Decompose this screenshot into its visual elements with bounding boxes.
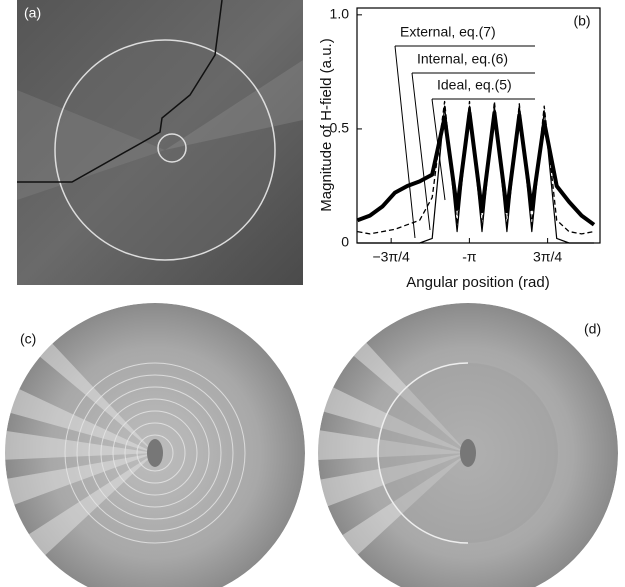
- legend-leader: [394, 45, 535, 239]
- y-tick-label: 1.0: [330, 6, 350, 22]
- x-axis-label: Angular position (rad): [406, 274, 549, 291]
- panel-label: (a): [24, 5, 41, 21]
- legend-label: External, eq.(7): [400, 24, 496, 40]
- panel-label: (c): [20, 331, 36, 347]
- panel-label: (b): [573, 13, 590, 29]
- series-line: [357, 105, 594, 244]
- x-tick-label: 3π/4: [533, 249, 562, 265]
- x-tick-label: -π: [462, 249, 477, 265]
- chart: (b) Angular position (rad) Magnitude of …: [318, 6, 601, 291]
- panel-c: [5, 303, 305, 587]
- series-line: [356, 111, 596, 227]
- y-tick-label: 0.5: [330, 120, 350, 136]
- x-tick-label: −3π/4: [373, 249, 411, 265]
- legend-label: Ideal, eq.(5): [437, 77, 512, 93]
- panel-d: [318, 303, 618, 587]
- legend-label: Internal, eq.(6): [417, 51, 508, 67]
- panel-label: (d): [584, 321, 601, 337]
- y-axis-label: Magnitude of H-field (a.u.): [318, 38, 335, 211]
- plot-frame: [356, 7, 601, 244]
- y-tick-label: 0: [341, 234, 349, 250]
- legend-leader: [411, 72, 535, 231]
- legend-leader: [431, 98, 535, 201]
- panel-a: [17, 0, 303, 285]
